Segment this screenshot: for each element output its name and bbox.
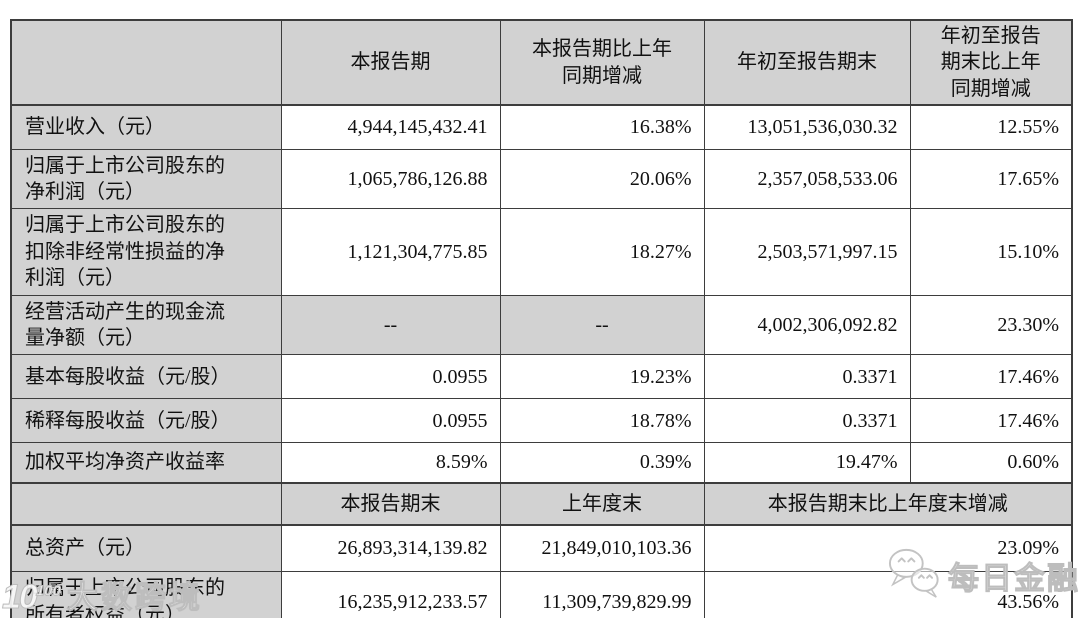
header-current-period: 本报告期 — [280, 19, 501, 107]
ytd-value: 19.47% — [703, 442, 911, 484]
current-period-value: 0.0955 — [280, 398, 501, 444]
ytd-value: 0.3371 — [703, 398, 911, 444]
row-label: 归属于上市公司股东的 所有者权益（元） — [10, 571, 282, 618]
yoy-change-value: 18.27% — [499, 208, 705, 296]
ytd-value: 0.3371 — [703, 354, 911, 400]
row-label: 归属于上市公司股东的 净利润（元） — [10, 148, 282, 210]
row-net-profit: 归属于上市公司股东的 净利润（元） 1,065,786,126.88 20.06… — [10, 148, 1073, 210]
blank-header-cell — [10, 19, 282, 107]
end-of-period-value: 16,235,912,233.57 — [280, 571, 501, 618]
blank-header-cell — [10, 481, 282, 526]
header-period-vs-prior-year-change: 本报告期末比上年度末增减 — [703, 481, 1073, 526]
yoy-change-value: 16.38% — [499, 104, 705, 150]
row-total-assets: 总资产（元） 26,893,314,139.82 21,849,010,103.… — [10, 524, 1073, 573]
current-period-value: 1,065,786,126.88 — [280, 148, 501, 210]
row-diluted-eps: 稀释每股收益（元/股） 0.0955 18.78% 0.3371 17.46% — [10, 398, 1073, 444]
position-header-row: 本报告期末 上年度末 本报告期末比上年度末增减 — [10, 481, 1073, 526]
current-period-value: -- — [280, 294, 501, 356]
ytd-value: 2,503,571,997.15 — [703, 208, 911, 296]
ytd-yoy-change-value: 12.55% — [909, 104, 1073, 150]
ytd-value: 2,357,058,533.06 — [703, 148, 911, 210]
row-label: 经营活动产生的现金流 量净额（元） — [10, 294, 282, 356]
current-period-value: 4,944,145,432.41 — [280, 104, 501, 150]
row-operating-cash-flow: 经营活动产生的现金流 量净额（元） -- -- 4,002,306,092.82… — [10, 294, 1073, 356]
yoy-change-value: 18.78% — [499, 398, 705, 444]
change-value: 43.56% — [703, 571, 1073, 618]
period-header-row: 本报告期 本报告期比上年 同期增减 年初至报告期末 年初至报告 期末比上年 同期… — [10, 19, 1073, 107]
yoy-change-value: 20.06% — [499, 148, 705, 210]
financial-summary-table: 本报告期 本报告期比上年 同期增减 年初至报告期末 年初至报告 期末比上年 同期… — [10, 19, 1073, 618]
row-net-profit-excl-nonrecurring: 归属于上市公司股东的 扣除非经常性损益的净 利润（元） 1,121,304,77… — [10, 208, 1073, 296]
ytd-yoy-change-value: 17.46% — [909, 354, 1073, 400]
ytd-yoy-change-value: 17.65% — [909, 148, 1073, 210]
ytd-yoy-change-value: 15.10% — [909, 208, 1073, 296]
ytd-yoy-change-value: 23.30% — [909, 294, 1073, 356]
current-period-value: 1,121,304,775.85 — [280, 208, 501, 296]
current-period-value: 0.0955 — [280, 354, 501, 400]
row-label: 归属于上市公司股东的 扣除非经常性损益的净 利润（元） — [10, 208, 282, 296]
header-ytd: 年初至报告期末 — [703, 19, 911, 107]
header-end-of-period: 本报告期末 — [280, 481, 501, 526]
ytd-value: 4,002,306,092.82 — [703, 294, 911, 356]
row-owners-equity: 归属于上市公司股东的 所有者权益（元） 16,235,912,233.57 11… — [10, 571, 1073, 618]
ytd-yoy-change-value: 0.60% — [909, 442, 1073, 484]
row-label: 营业收入（元） — [10, 104, 282, 150]
row-weighted-avg-roe: 加权平均净资产收益率 8.59% 0.39% 19.47% 0.60% — [10, 442, 1073, 484]
header-end-of-prior-year: 上年度末 — [499, 481, 705, 526]
yoy-change-value: 19.23% — [499, 354, 705, 400]
row-label: 稀释每股收益（元/股） — [10, 398, 282, 444]
yoy-change-value: -- — [499, 294, 705, 356]
row-label: 总资产（元） — [10, 524, 282, 573]
change-value: 23.09% — [703, 524, 1073, 573]
current-period-value: 8.59% — [280, 442, 501, 484]
yoy-change-value: 0.39% — [499, 442, 705, 484]
row-operating-revenue: 营业收入（元） 4,944,145,432.41 16.38% 13,051,5… — [10, 104, 1073, 150]
row-label: 基本每股收益（元/股） — [10, 354, 282, 400]
end-of-prior-year-value: 11,309,739,829.99 — [499, 571, 705, 618]
header-ytd-yoy: 年初至报告 期末比上年 同期增减 — [909, 19, 1073, 107]
header-current-period-yoy: 本报告期比上年 同期增减 — [499, 19, 705, 107]
ytd-value: 13,051,536,030.32 — [703, 104, 911, 150]
end-of-period-value: 26,893,314,139.82 — [280, 524, 501, 573]
row-label: 加权平均净资产收益率 — [10, 442, 282, 484]
row-basic-eps: 基本每股收益（元/股） 0.0955 19.23% 0.3371 17.46% — [10, 354, 1073, 400]
ytd-yoy-change-value: 17.46% — [909, 398, 1073, 444]
end-of-prior-year-value: 21,849,010,103.36 — [499, 524, 705, 573]
